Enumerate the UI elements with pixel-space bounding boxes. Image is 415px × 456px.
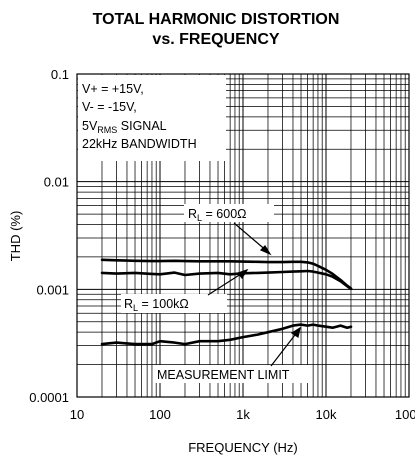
series-label-600ohm: RL = 600Ω — [188, 207, 247, 223]
series-label-600ohm-main: R — [188, 207, 197, 221]
chart-title-line2: vs. FREQUENCY — [152, 31, 279, 48]
condition-signal-subscript: RMS — [97, 125, 117, 135]
x-tick-label: 100 — [149, 407, 171, 422]
series-line-rl-600ohm — [100, 258, 353, 290]
arrow-100k-line — [207, 271, 245, 296]
series-label-600ohm-rest: = 600Ω — [202, 207, 246, 221]
condition-vminus: V- = -15V, — [82, 100, 137, 114]
y-tick-label: 0.01 — [44, 175, 69, 190]
arrow-100k-head — [236, 268, 249, 280]
y-tick-labels: 0.1 0.01 0.001 0.0001 — [29, 67, 69, 405]
y-axis-label: THD (%) — [8, 211, 23, 262]
label-bg-100k — [121, 294, 227, 313]
label-arrows — [207, 222, 301, 367]
arrow-600-line — [233, 222, 269, 253]
condition-bandwidth: 22kHz BANDWIDTH — [82, 137, 197, 151]
x-tick-label: 10k — [316, 407, 337, 422]
series-label-600ohm-sub: L — [197, 213, 202, 223]
arrow-600-head — [259, 245, 272, 256]
series-label-100kohm-rest: = 100kΩ — [138, 297, 189, 311]
label-bg-limit — [154, 365, 310, 383]
x-tick-label: 1k — [236, 407, 250, 422]
plot-frame — [76, 73, 410, 398]
series-label-measurement-limit: MEASUREMENT LIMIT — [157, 368, 290, 382]
series-label-100kohm: RL = 100kΩ — [124, 297, 189, 313]
condition-signal-rest: SIGNAL — [117, 119, 166, 133]
arrow-limit-line — [270, 330, 299, 367]
x-tick-labels: 10 100 1k 10k 100k — [70, 407, 415, 422]
series-label-100kohm-main: R — [124, 297, 133, 311]
chart-title-line1: TOTAL HARMONIC DISTORTION — [93, 11, 340, 28]
y-tick-label: 0.0001 — [29, 390, 69, 405]
condition-vplus: V+ = +15V, — [82, 82, 144, 96]
series-line-rl-100kohm — [100, 269, 353, 291]
label-bg-600 — [184, 204, 274, 222]
x-tick-label: 10 — [70, 407, 84, 422]
x-axis-label: FREQUENCY (Hz) — [188, 440, 298, 455]
y-tick-label: 0.001 — [36, 282, 69, 297]
conditions-box — [78, 75, 226, 161]
condition-signal-voltage: 5V — [82, 119, 98, 133]
y-tick-label: 0.1 — [51, 67, 69, 82]
series-lines — [100, 258, 353, 346]
arrow-limit-head — [290, 326, 301, 338]
series-line-measurement-limit — [100, 323, 353, 346]
condition-signal: 5VRMS SIGNAL — [82, 119, 167, 135]
series-label-100kohm-sub: L — [133, 303, 138, 313]
x-tick-label: 100k — [395, 407, 415, 422]
